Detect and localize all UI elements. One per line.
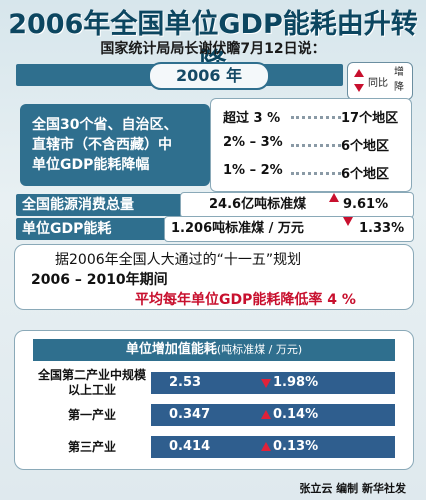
energy-change: 9.61% (343, 197, 389, 212)
plan-box: 据2006年全国人大通过的“十一五”规划 2006 – 2010年期间 平均每年… (14, 244, 414, 310)
range-row: 2% – 3% 6个地区 (223, 135, 413, 155)
up-arrow-icon (354, 69, 364, 77)
year-label: 2006 年 (148, 62, 270, 90)
up-arrow-icon (261, 442, 271, 451)
range-value: 17个地区 (341, 111, 399, 126)
plan-line-1: 据2006年全国人大通过的“十一五”规划 (55, 252, 302, 268)
table-row: 第三产业 0.414 0.13% (33, 433, 395, 461)
row-label: 第三产业 (67, 440, 116, 454)
range-row: 1% – 2% 6个地区 (223, 163, 413, 183)
energy-label: 全国能源消费总量 (16, 194, 186, 216)
panel-header: 单位增加值能耗(吨标准煤 / 万元) (33, 339, 395, 361)
range-row: 超过 3 % 17个地区 (223, 107, 413, 127)
row-label: 全国第二产业中规模以上工业 (37, 368, 146, 397)
dotted-leader (291, 116, 341, 119)
row-change: 0.13% (273, 439, 319, 454)
panel-unit: (吨标准煤 / 万元) (216, 343, 303, 356)
range-label: 1% – 2% (223, 163, 283, 178)
industry-panel: 单位增加值能耗(吨标准煤 / 万元) 全国第二产业中规模以上工业 2.53 1.… (14, 330, 414, 470)
unit-gdp-value: 1.206吨标准煤 / 万元 (171, 221, 304, 236)
legend-text-updown: 增降 (394, 67, 404, 93)
row-value: 2.53 (169, 375, 202, 390)
unit-gdp-value-box: 1.206吨标准煤 / 万元 1.33% (164, 216, 414, 242)
up-arrow-icon (329, 193, 339, 202)
down-arrow-icon (354, 84, 364, 92)
row-bar: 2.53 1.98% (151, 372, 395, 394)
credit-footer: 张立云 编制 新华社发 (299, 482, 406, 495)
ranges-box: 超过 3 % 17个地区 2% – 3% 6个地区 1% – 2% 6个地区 (210, 98, 412, 192)
unit-gdp-label: 单位GDP能耗 (16, 218, 170, 240)
range-label: 超过 3 % (223, 111, 281, 126)
provinces-box: 全国30个省、自治区、 直辖市（不含西藏）中 单位GDP能耗降幅 (20, 104, 210, 186)
range-value: 6个地区 (341, 139, 390, 154)
page-subtitle: 国家统计局局长谢伏瞻7月12日说： (100, 41, 326, 57)
row-change: 1.98% (273, 375, 319, 390)
energy-value-box: 24.6亿吨标准煤 9.61% (180, 192, 414, 218)
table-row: 第一产业 0.347 0.14% (33, 401, 395, 429)
down-arrow-icon (343, 217, 353, 226)
dotted-leader (291, 144, 341, 147)
table-row: 全国第二产业中规模以上工业 2.53 1.98% (33, 368, 395, 397)
plan-line-3: 平均每年单位GDP能耗降低率 4 % (135, 292, 356, 308)
row-change: 0.14% (273, 407, 319, 422)
row-bar: 0.347 0.14% (151, 404, 395, 426)
range-label: 2% – 3% (223, 135, 283, 150)
energy-value: 24.6亿吨标准煤 (209, 197, 307, 212)
provinces-line-2: 直辖市（不含西藏）中 (32, 137, 172, 153)
range-value: 6个地区 (341, 167, 390, 182)
plan-line-2: 2006 – 2010年期间 (31, 272, 168, 288)
provinces-line-1: 全国30个省、自治区、 (32, 117, 178, 133)
row-label: 第一产业 (67, 408, 116, 422)
panel-title: 单位增加值能耗 (125, 342, 217, 357)
up-arrow-icon (261, 410, 271, 419)
row-value: 0.347 (169, 407, 211, 422)
unit-gdp-change: 1.33% (359, 221, 405, 236)
row-value: 0.414 (169, 439, 211, 454)
row-bar: 0.414 0.13% (151, 436, 395, 458)
legend: 同比 增降 (347, 62, 413, 100)
legend-text-compare: 同比 (368, 78, 388, 89)
down-arrow-icon (261, 379, 271, 388)
provinces-line-3: 单位GDP能耗降幅 (32, 157, 150, 173)
dotted-leader (291, 172, 341, 175)
